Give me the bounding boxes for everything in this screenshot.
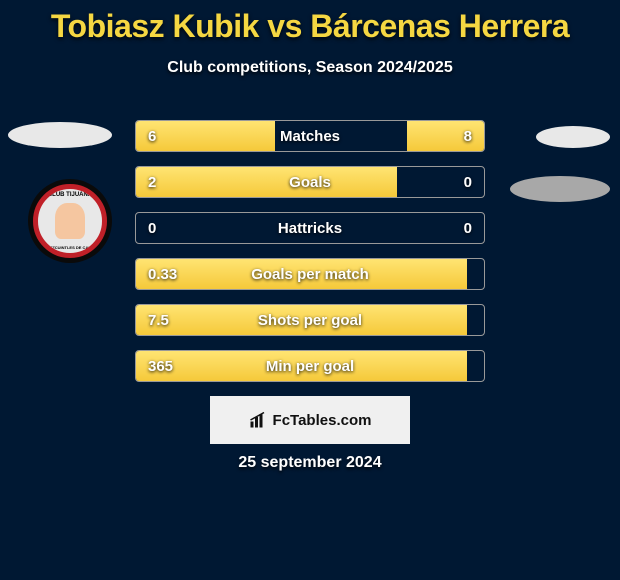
page-title: Tobiasz Kubik vs Bárcenas Herrera (0, 0, 620, 45)
bar-left (136, 167, 397, 197)
comparison-chart: 68Matches20Goals00Hattricks0.33Goals per… (135, 120, 485, 396)
value-left: 2 (148, 167, 156, 198)
watermark: FcTables.com (210, 396, 410, 444)
stat-label: Hattricks (136, 213, 484, 244)
bar-left (136, 121, 275, 151)
bar-left (136, 351, 467, 381)
watermark-text: FcTables.com (273, 412, 372, 429)
club-badge-top-text: CLUB TIJUANA (48, 192, 92, 198)
value-left: 0.33 (148, 259, 177, 290)
decor-ellipse-right-mid (510, 176, 610, 202)
decor-ellipse-left (8, 122, 112, 148)
stat-row: 365Min per goal (135, 350, 485, 382)
stat-row: 0 0Hattricks (135, 212, 485, 244)
decor-ellipse-right-top (536, 126, 610, 148)
bar-left (136, 305, 467, 335)
value-right: 8 (464, 121, 472, 152)
subtitle: Club competitions, Season 2024/2025 (0, 59, 620, 77)
value-left: 6 (148, 121, 156, 152)
stat-row: 20Goals (135, 166, 485, 198)
stat-row: 68Matches (135, 120, 485, 152)
chart-bars-icon (249, 411, 267, 429)
value-right: 0 (464, 167, 472, 198)
bar-left (136, 259, 467, 289)
club-badge-dog-icon (55, 203, 85, 239)
bar-right (407, 121, 484, 151)
value-right: 0 (464, 213, 472, 244)
value-left: 7.5 (148, 305, 169, 336)
club-badge-bottom-text: XOLOITZCUINTLES DE CALIENTE (37, 245, 102, 250)
stat-row: 0.33Goals per match (135, 258, 485, 290)
stat-row: 7.5Shots per goal (135, 304, 485, 336)
value-left: 365 (148, 351, 173, 382)
date-text: 25 september 2024 (0, 454, 620, 472)
club-badge: CLUB TIJUANA XOLOITZCUINTLES DE CALIENTE (28, 179, 112, 263)
value-left: 0 (148, 213, 156, 244)
